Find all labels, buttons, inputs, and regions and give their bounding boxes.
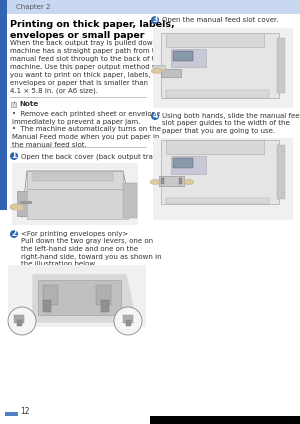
Text: When the back output tray is pulled down, the
machine has a straight paper path : When the back output tray is pulled down… — [10, 40, 173, 95]
Bar — [14, 315, 24, 323]
Ellipse shape — [184, 179, 194, 184]
Bar — [173, 51, 193, 61]
Bar — [161, 140, 279, 204]
Text: Printing on thick paper, labels,
envelopes or small paper: Printing on thick paper, labels, envelop… — [10, 20, 175, 40]
Circle shape — [151, 16, 159, 24]
Bar — [150, 416, 300, 424]
Bar — [20, 201, 32, 204]
Bar — [171, 156, 206, 174]
Bar — [5, 412, 18, 416]
Polygon shape — [22, 171, 133, 217]
Bar — [171, 49, 206, 67]
Text: Open the manual feed slot cover.: Open the manual feed slot cover. — [162, 17, 278, 23]
Bar — [27, 189, 128, 219]
Bar — [0, 0, 300, 14]
Bar — [277, 38, 285, 93]
Bar — [32, 173, 113, 181]
Bar — [123, 315, 133, 323]
Bar — [11, 102, 16, 107]
Text: Open the back cover (back output tray).: Open the back cover (back output tray). — [21, 153, 162, 159]
Bar — [161, 178, 164, 184]
Bar — [166, 33, 264, 47]
Text: 3: 3 — [152, 16, 158, 25]
Text: •  The machine automatically turns on the
Manual Feed mode when you put paper in: • The machine automatically turns on the… — [12, 126, 161, 148]
Ellipse shape — [10, 204, 20, 210]
Circle shape — [114, 307, 142, 335]
Bar — [277, 145, 285, 199]
Bar — [153, 28, 293, 108]
Bar — [166, 140, 264, 154]
Text: 4: 4 — [152, 112, 158, 120]
Circle shape — [10, 152, 18, 160]
Bar — [43, 285, 58, 305]
Text: 12: 12 — [20, 407, 29, 416]
Text: •  Remove each printed sheet or envelope
immediately to prevent a paper jam.: • Remove each printed sheet or envelope … — [12, 111, 160, 125]
Bar — [161, 69, 181, 77]
Text: 2: 2 — [11, 229, 16, 238]
Bar — [153, 138, 293, 220]
Bar — [126, 320, 131, 326]
Bar — [101, 300, 109, 312]
Text: Chapter 2: Chapter 2 — [16, 4, 50, 10]
Bar — [17, 320, 22, 326]
Bar — [8, 265, 146, 327]
Bar — [12, 163, 138, 225]
Bar — [153, 65, 165, 70]
Circle shape — [151, 112, 159, 120]
Bar — [15, 205, 23, 210]
Bar — [0, 0, 7, 210]
Bar — [123, 183, 137, 218]
Bar — [43, 300, 51, 312]
Text: <For printing envelopes only>
Pull down the two gray levers, one on
the left-han: <For printing envelopes only> Pull down … — [21, 231, 162, 267]
Bar — [179, 178, 182, 184]
Bar — [166, 90, 269, 98]
Circle shape — [10, 230, 18, 238]
Bar — [166, 198, 269, 204]
Bar — [38, 280, 121, 315]
Ellipse shape — [151, 69, 163, 73]
Bar — [96, 285, 111, 305]
Bar — [161, 33, 279, 98]
Polygon shape — [33, 275, 136, 322]
Bar — [27, 171, 123, 189]
Text: 1: 1 — [11, 151, 16, 161]
Circle shape — [8, 307, 36, 335]
Text: Using both hands, slide the manual feed
slot paper guides to the width of the
pa: Using both hands, slide the manual feed … — [162, 113, 300, 134]
Bar — [159, 176, 184, 186]
Bar — [17, 191, 37, 216]
Text: Note: Note — [19, 101, 38, 107]
Bar — [173, 158, 193, 168]
Ellipse shape — [150, 179, 160, 184]
